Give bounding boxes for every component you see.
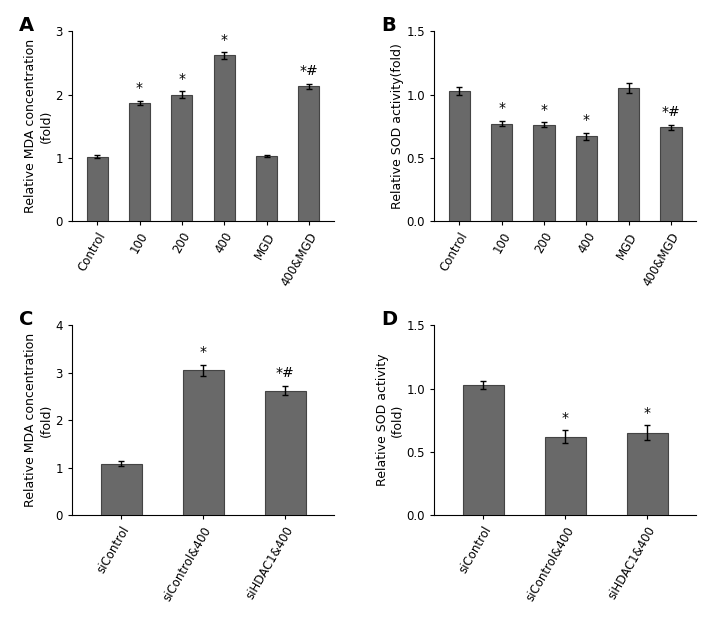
- Bar: [182, 371, 223, 515]
- Text: C: C: [19, 310, 34, 329]
- Bar: [545, 436, 586, 515]
- Text: *: *: [541, 103, 548, 117]
- Bar: [491, 124, 513, 221]
- Bar: [533, 125, 554, 221]
- Bar: [627, 433, 668, 515]
- Text: A: A: [19, 16, 34, 35]
- Bar: [661, 127, 681, 221]
- Text: *#: *#: [276, 366, 294, 381]
- Y-axis label: Relative SOD activity(fold): Relative SOD activity(fold): [391, 43, 404, 209]
- Bar: [264, 391, 306, 515]
- Text: *: *: [561, 411, 569, 425]
- Y-axis label: Relative MDA concentration
(fold): Relative MDA concentration (fold): [24, 333, 52, 507]
- Text: *: *: [498, 102, 505, 116]
- Bar: [576, 136, 597, 221]
- Text: *: *: [136, 81, 143, 95]
- Text: *: *: [220, 33, 228, 46]
- Bar: [256, 156, 277, 221]
- Bar: [172, 95, 192, 221]
- Bar: [101, 463, 141, 515]
- Bar: [214, 55, 235, 221]
- Bar: [462, 385, 504, 515]
- Text: *: *: [583, 113, 590, 127]
- Text: *#: *#: [662, 106, 681, 119]
- Bar: [298, 87, 320, 221]
- Text: B: B: [381, 16, 396, 35]
- Text: *: *: [200, 345, 207, 359]
- Text: *: *: [644, 406, 651, 420]
- Text: D: D: [381, 310, 398, 329]
- Bar: [87, 156, 108, 221]
- Y-axis label: Relative MDA concentration
(fold): Relative MDA concentration (fold): [24, 39, 52, 214]
- Text: *: *: [178, 72, 185, 86]
- Text: *#: *#: [299, 64, 318, 78]
- Y-axis label: Relative SOD activity
(fold): Relative SOD activity (fold): [376, 354, 404, 487]
- Bar: [618, 89, 639, 221]
- Bar: [449, 91, 470, 221]
- Bar: [129, 103, 150, 221]
